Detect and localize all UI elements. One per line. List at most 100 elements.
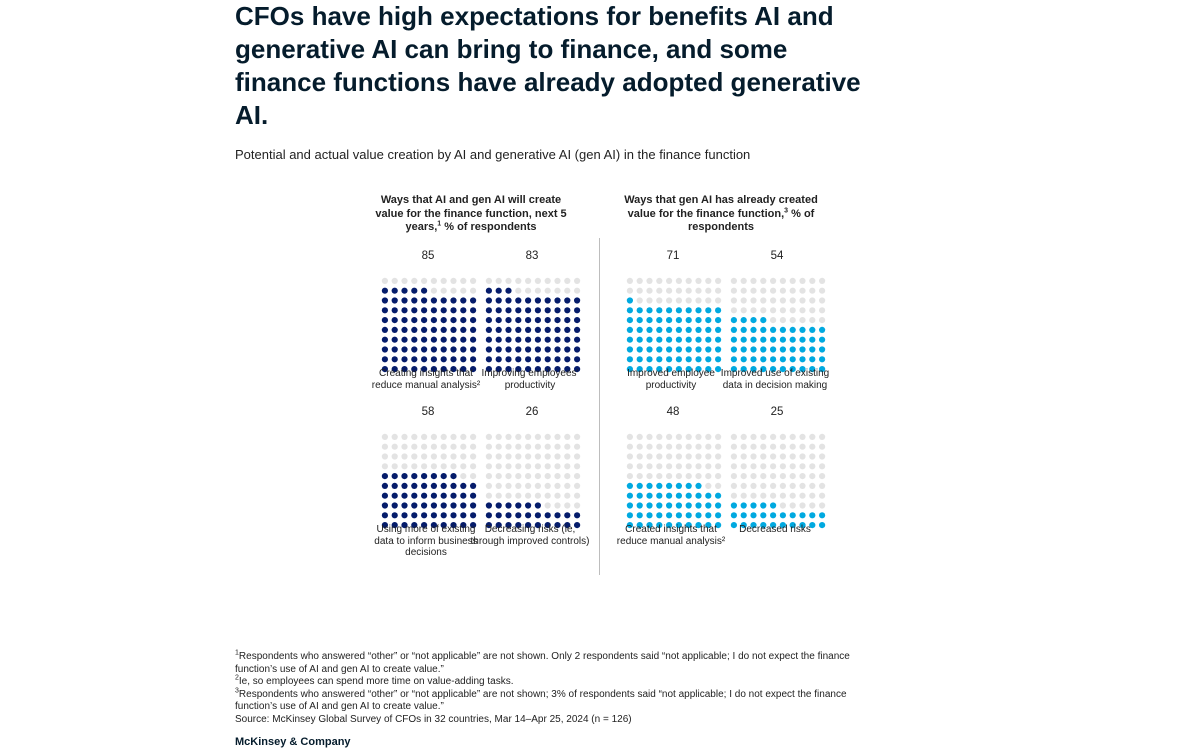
waffle-dot-empty: [730, 287, 737, 294]
waffle-dot-empty: [809, 473, 816, 480]
waffle-dot-empty: [450, 277, 457, 284]
waffle-dot-filled: [421, 366, 428, 373]
waffle-dot-filled: [740, 502, 747, 509]
waffle-dot-empty: [485, 482, 492, 489]
waffle-dot-empty: [401, 463, 408, 470]
waffle-dot-empty: [564, 453, 571, 460]
waffle-dot-empty: [564, 473, 571, 480]
waffle-dot-empty: [554, 473, 561, 480]
waffle-dot-empty: [750, 482, 757, 489]
waffle-dot-filled: [695, 366, 702, 373]
waffle-dot-empty: [574, 443, 581, 450]
waffle-dot-filled: [750, 522, 757, 529]
waffle-dot-filled: [656, 502, 663, 509]
waffle-dot-empty: [705, 297, 712, 304]
waffle-dot-empty: [770, 297, 777, 304]
waffle-dot-empty: [460, 443, 467, 450]
waffle-dot-filled: [391, 473, 398, 480]
waffle-dot-filled: [574, 522, 581, 529]
waffle-dot-empty: [760, 297, 767, 304]
waffle-label: Decreasing risks (ie, through improved c…: [470, 524, 590, 547]
waffle-dot-filled: [740, 512, 747, 519]
waffle-dot-empty: [515, 473, 522, 480]
waffle-dot-empty: [779, 473, 786, 480]
waffle-dot-filled: [411, 366, 418, 373]
waffle-dot-empty: [675, 433, 682, 440]
waffle-dot-filled: [760, 356, 767, 363]
waffle-dot-empty: [770, 443, 777, 450]
waffle-dot-empty: [715, 433, 722, 440]
waffle-dot-filled: [460, 482, 467, 489]
waffle-dot-filled: [505, 317, 512, 324]
waffle-dot-empty: [770, 433, 777, 440]
waffle-dot-filled: [470, 512, 477, 519]
waffle-dot-filled: [626, 336, 633, 343]
waffle-dot-empty: [730, 453, 737, 460]
waffle-dot-empty: [440, 287, 447, 294]
waffle-dot-filled: [421, 326, 428, 333]
waffle-dot-empty: [760, 433, 767, 440]
waffle-dot-empty: [450, 433, 457, 440]
waffle-dot-empty: [730, 473, 737, 480]
waffle-dot-empty: [554, 287, 561, 294]
waffle-dot-filled: [401, 287, 408, 294]
waffle-dot-filled: [430, 482, 437, 489]
waffle-dot-empty: [525, 453, 532, 460]
waffle-dot-filled: [760, 522, 767, 529]
waffle-dot-empty: [656, 297, 663, 304]
waffle-dot-filled: [525, 356, 532, 363]
waffle-dot-empty: [760, 307, 767, 314]
waffle-dot-filled: [626, 297, 633, 304]
waffle-dot-empty: [430, 443, 437, 450]
waffle-dot-empty: [799, 453, 806, 460]
waffle-dot-empty: [636, 473, 643, 480]
waffle-dot-filled: [381, 522, 388, 529]
waffle-dot-filled: [819, 512, 826, 519]
waffle-dot-empty: [626, 453, 633, 460]
waffle-dot-empty: [819, 277, 826, 284]
waffle-dot-empty: [675, 287, 682, 294]
waffle-value: 26: [525, 406, 539, 418]
waffle-dot-empty: [779, 433, 786, 440]
waffle-dot-filled: [715, 366, 722, 373]
waffle-dot-empty: [505, 482, 512, 489]
waffle-dot-empty: [440, 463, 447, 470]
waffle-dot-empty: [685, 433, 692, 440]
waffle-dot-empty: [636, 453, 643, 460]
waffle-dot-filled: [525, 502, 532, 509]
waffle-grid: [730, 277, 826, 373]
waffle-dot-filled: [685, 346, 692, 353]
waffle-dot-empty: [760, 277, 767, 284]
waffle-dot-empty: [760, 473, 767, 480]
waffle-dot-filled: [770, 336, 777, 343]
waffle-dot-filled: [554, 512, 561, 519]
waffle-dot-filled: [391, 336, 398, 343]
waffle-dot-empty: [789, 307, 796, 314]
waffle-dot-filled: [666, 512, 673, 519]
waffle-dot-filled: [421, 492, 428, 499]
waffle-dot-empty: [391, 453, 398, 460]
waffle-dot-filled: [809, 366, 816, 373]
waffle-dot-empty: [770, 277, 777, 284]
waffle-dot-empty: [646, 287, 653, 294]
waffle-dot-filled: [485, 512, 492, 519]
waffle-dot-filled: [564, 512, 571, 519]
waffle-dot-filled: [411, 297, 418, 304]
waffle-dot-filled: [789, 346, 796, 353]
waffle-dot-empty: [534, 463, 541, 470]
waffle-dot-filled: [485, 307, 492, 314]
waffle-dot-empty: [819, 482, 826, 489]
waffle-dot-filled: [675, 512, 682, 519]
waffle-dot-filled: [411, 287, 418, 294]
waffle-dot-filled: [574, 317, 581, 324]
waffle-dot-filled: [495, 326, 502, 333]
waffle-dot-filled: [544, 297, 551, 304]
waffle-dot-empty: [391, 443, 398, 450]
waffle-dot-filled: [401, 356, 408, 363]
waffle-dot-filled: [460, 492, 467, 499]
waffle-dot-filled: [421, 522, 428, 529]
waffle-dot-filled: [695, 492, 702, 499]
waffle-dot-filled: [381, 297, 388, 304]
waffle-dot-empty: [685, 287, 692, 294]
waffle-grid: [730, 433, 826, 529]
